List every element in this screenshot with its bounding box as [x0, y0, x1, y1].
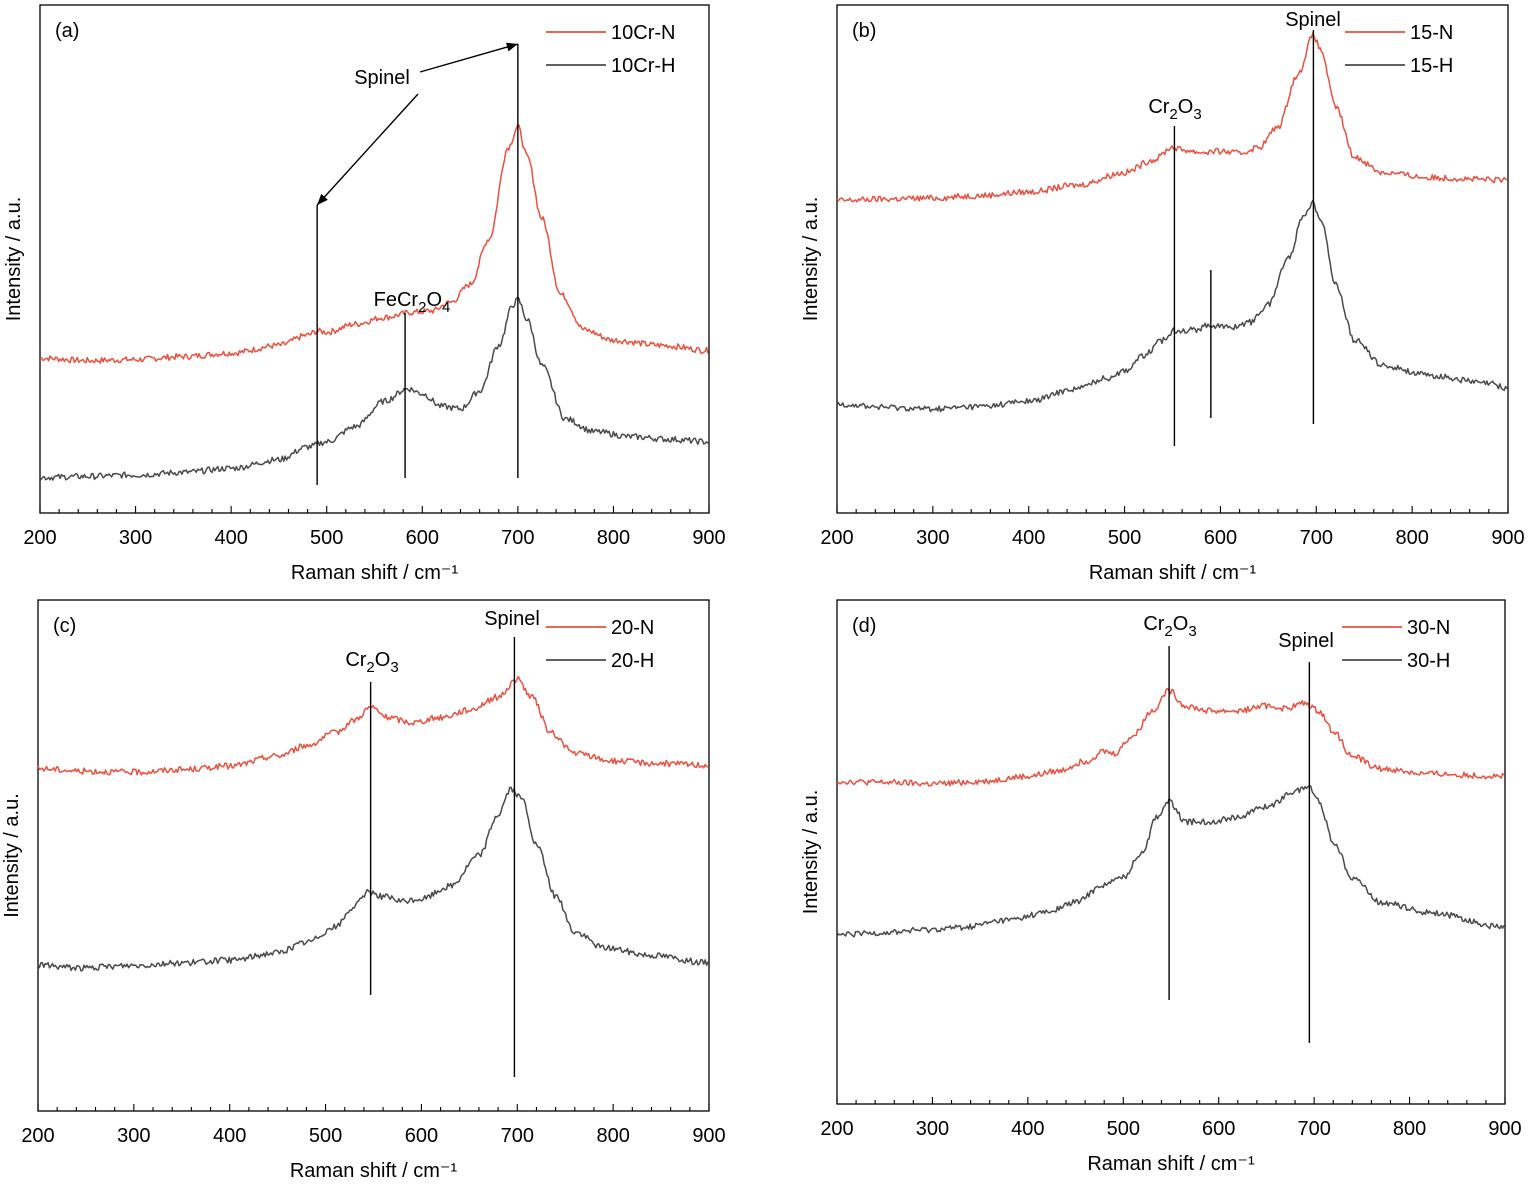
x-tick-label: 900: [1488, 1118, 1521, 1140]
annotation-label: Cr2O3: [1148, 96, 1201, 123]
axis-frame: [37, 599, 710, 1112]
legend-entry: 20-H: [611, 650, 654, 672]
series-line-20-H: [37, 786, 709, 972]
annotation-label: Spinel: [1278, 630, 1334, 652]
panel-d: 200 300 400 500 600 700 800 900 Raman shift / cm…: [800, 599, 1522, 1175]
x-tick-label: 500: [1108, 527, 1141, 549]
series-line-10Cr-H: [39, 296, 709, 481]
panel-c: 200 300 400 500 600 700 800 900 Raman shift / cm…: [1, 599, 726, 1182]
x-axis-title: Raman shift / cm⁻¹: [290, 1160, 458, 1182]
y-axis-title: Intensity / a.u.: [3, 197, 25, 322]
x-tick-label: 900: [692, 527, 725, 549]
panel-label: (a): [55, 20, 79, 42]
x-tick-label: 700: [501, 527, 534, 549]
x-tick-label: 500: [309, 1125, 342, 1147]
annotation-label: Cr2O3: [1143, 613, 1196, 640]
legend-entry: 20-N: [611, 617, 654, 639]
arrow-head: [317, 193, 328, 205]
series-line-10Cr-N: [39, 124, 709, 364]
annotation-label: Cr2O3: [345, 649, 398, 676]
x-tick-label: 400: [213, 1125, 246, 1147]
panel-label: (c): [53, 615, 76, 637]
x-tick-label: 300: [119, 527, 152, 549]
x-tick-label: 800: [597, 527, 630, 549]
x-tick-label: 300: [916, 1118, 949, 1140]
legend-entry: 15-N: [1410, 22, 1453, 44]
legend-entry: 30-H: [1407, 650, 1450, 672]
legend-entry: 15-H: [1410, 55, 1453, 77]
x-tick-label: 300: [117, 1125, 150, 1147]
x-axis-title: Raman shift / cm⁻¹: [291, 562, 459, 584]
axis-frame: [836, 4, 1509, 514]
y-axis-title: Intensity / a.u.: [800, 790, 822, 915]
panel-a: 200 300 400 500 600 700 800 900 Raman shift / cm…: [3, 4, 726, 584]
x-tick-label: 700: [1297, 1118, 1330, 1140]
x-tick-label: 600: [406, 527, 439, 549]
annotation-arrow: [316, 93, 419, 206]
y-axis-title: Intensity / a.u.: [800, 197, 822, 322]
y-axis-title: Intensity / a.u.: [1, 793, 23, 918]
series-line-20-N: [37, 675, 709, 776]
x-tick-label: 700: [1300, 527, 1333, 549]
x-tick-label: 400: [214, 527, 247, 549]
annotation-arrow: [419, 43, 519, 73]
x-tick-label: 900: [692, 1125, 725, 1147]
x-tick-label: 200: [23, 527, 56, 549]
x-tick-label: 800: [1395, 527, 1428, 549]
annotation-label: Spinel: [1285, 9, 1341, 31]
legend-entry: 30-N: [1407, 617, 1450, 639]
axis-frame: [39, 4, 710, 514]
x-tick-label: 300: [916, 527, 949, 549]
series-line-15-H: [836, 199, 1508, 413]
x-tick-label: 500: [310, 527, 343, 549]
annotation-label: Spinel: [354, 67, 410, 89]
x-tick-label: 200: [820, 527, 853, 549]
x-tick-label: 500: [1107, 1118, 1140, 1140]
x-tick-label: 200: [820, 1118, 853, 1140]
x-tick-label: 600: [1204, 527, 1237, 549]
axis-frame: [836, 599, 1506, 1105]
x-tick-label: 800: [1393, 1118, 1426, 1140]
annotation-label: Spinel: [484, 608, 540, 630]
x-tick-label: 600: [405, 1125, 438, 1147]
x-tick-label: 800: [596, 1125, 629, 1147]
x-axis-title: Raman shift / cm⁻¹: [1089, 562, 1257, 584]
x-axis-title: Raman shift / cm⁻¹: [1087, 1153, 1255, 1175]
series-line-30-N: [836, 687, 1505, 787]
x-tick-label: 200: [21, 1125, 54, 1147]
arrow-head: [506, 42, 518, 52]
annotation-label: FeCr2O4: [374, 289, 451, 316]
x-tick-label: 600: [1202, 1118, 1235, 1140]
series-line-15-N: [836, 32, 1508, 203]
legend-entry: 10Cr-N: [611, 22, 675, 44]
panel-label: (d): [852, 615, 876, 637]
x-tick-label: 400: [1011, 1118, 1044, 1140]
x-tick-label: 900: [1491, 527, 1524, 549]
panel-b: 200 300 400 500 600 700 800 900 Raman shift / cm…: [800, 4, 1525, 584]
x-tick-label: 400: [1012, 527, 1045, 549]
panel-label: (b): [852, 20, 876, 42]
series-line-30-H: [836, 784, 1505, 938]
x-tick-label: 700: [501, 1125, 534, 1147]
legend-entry: 10Cr-H: [611, 55, 675, 77]
